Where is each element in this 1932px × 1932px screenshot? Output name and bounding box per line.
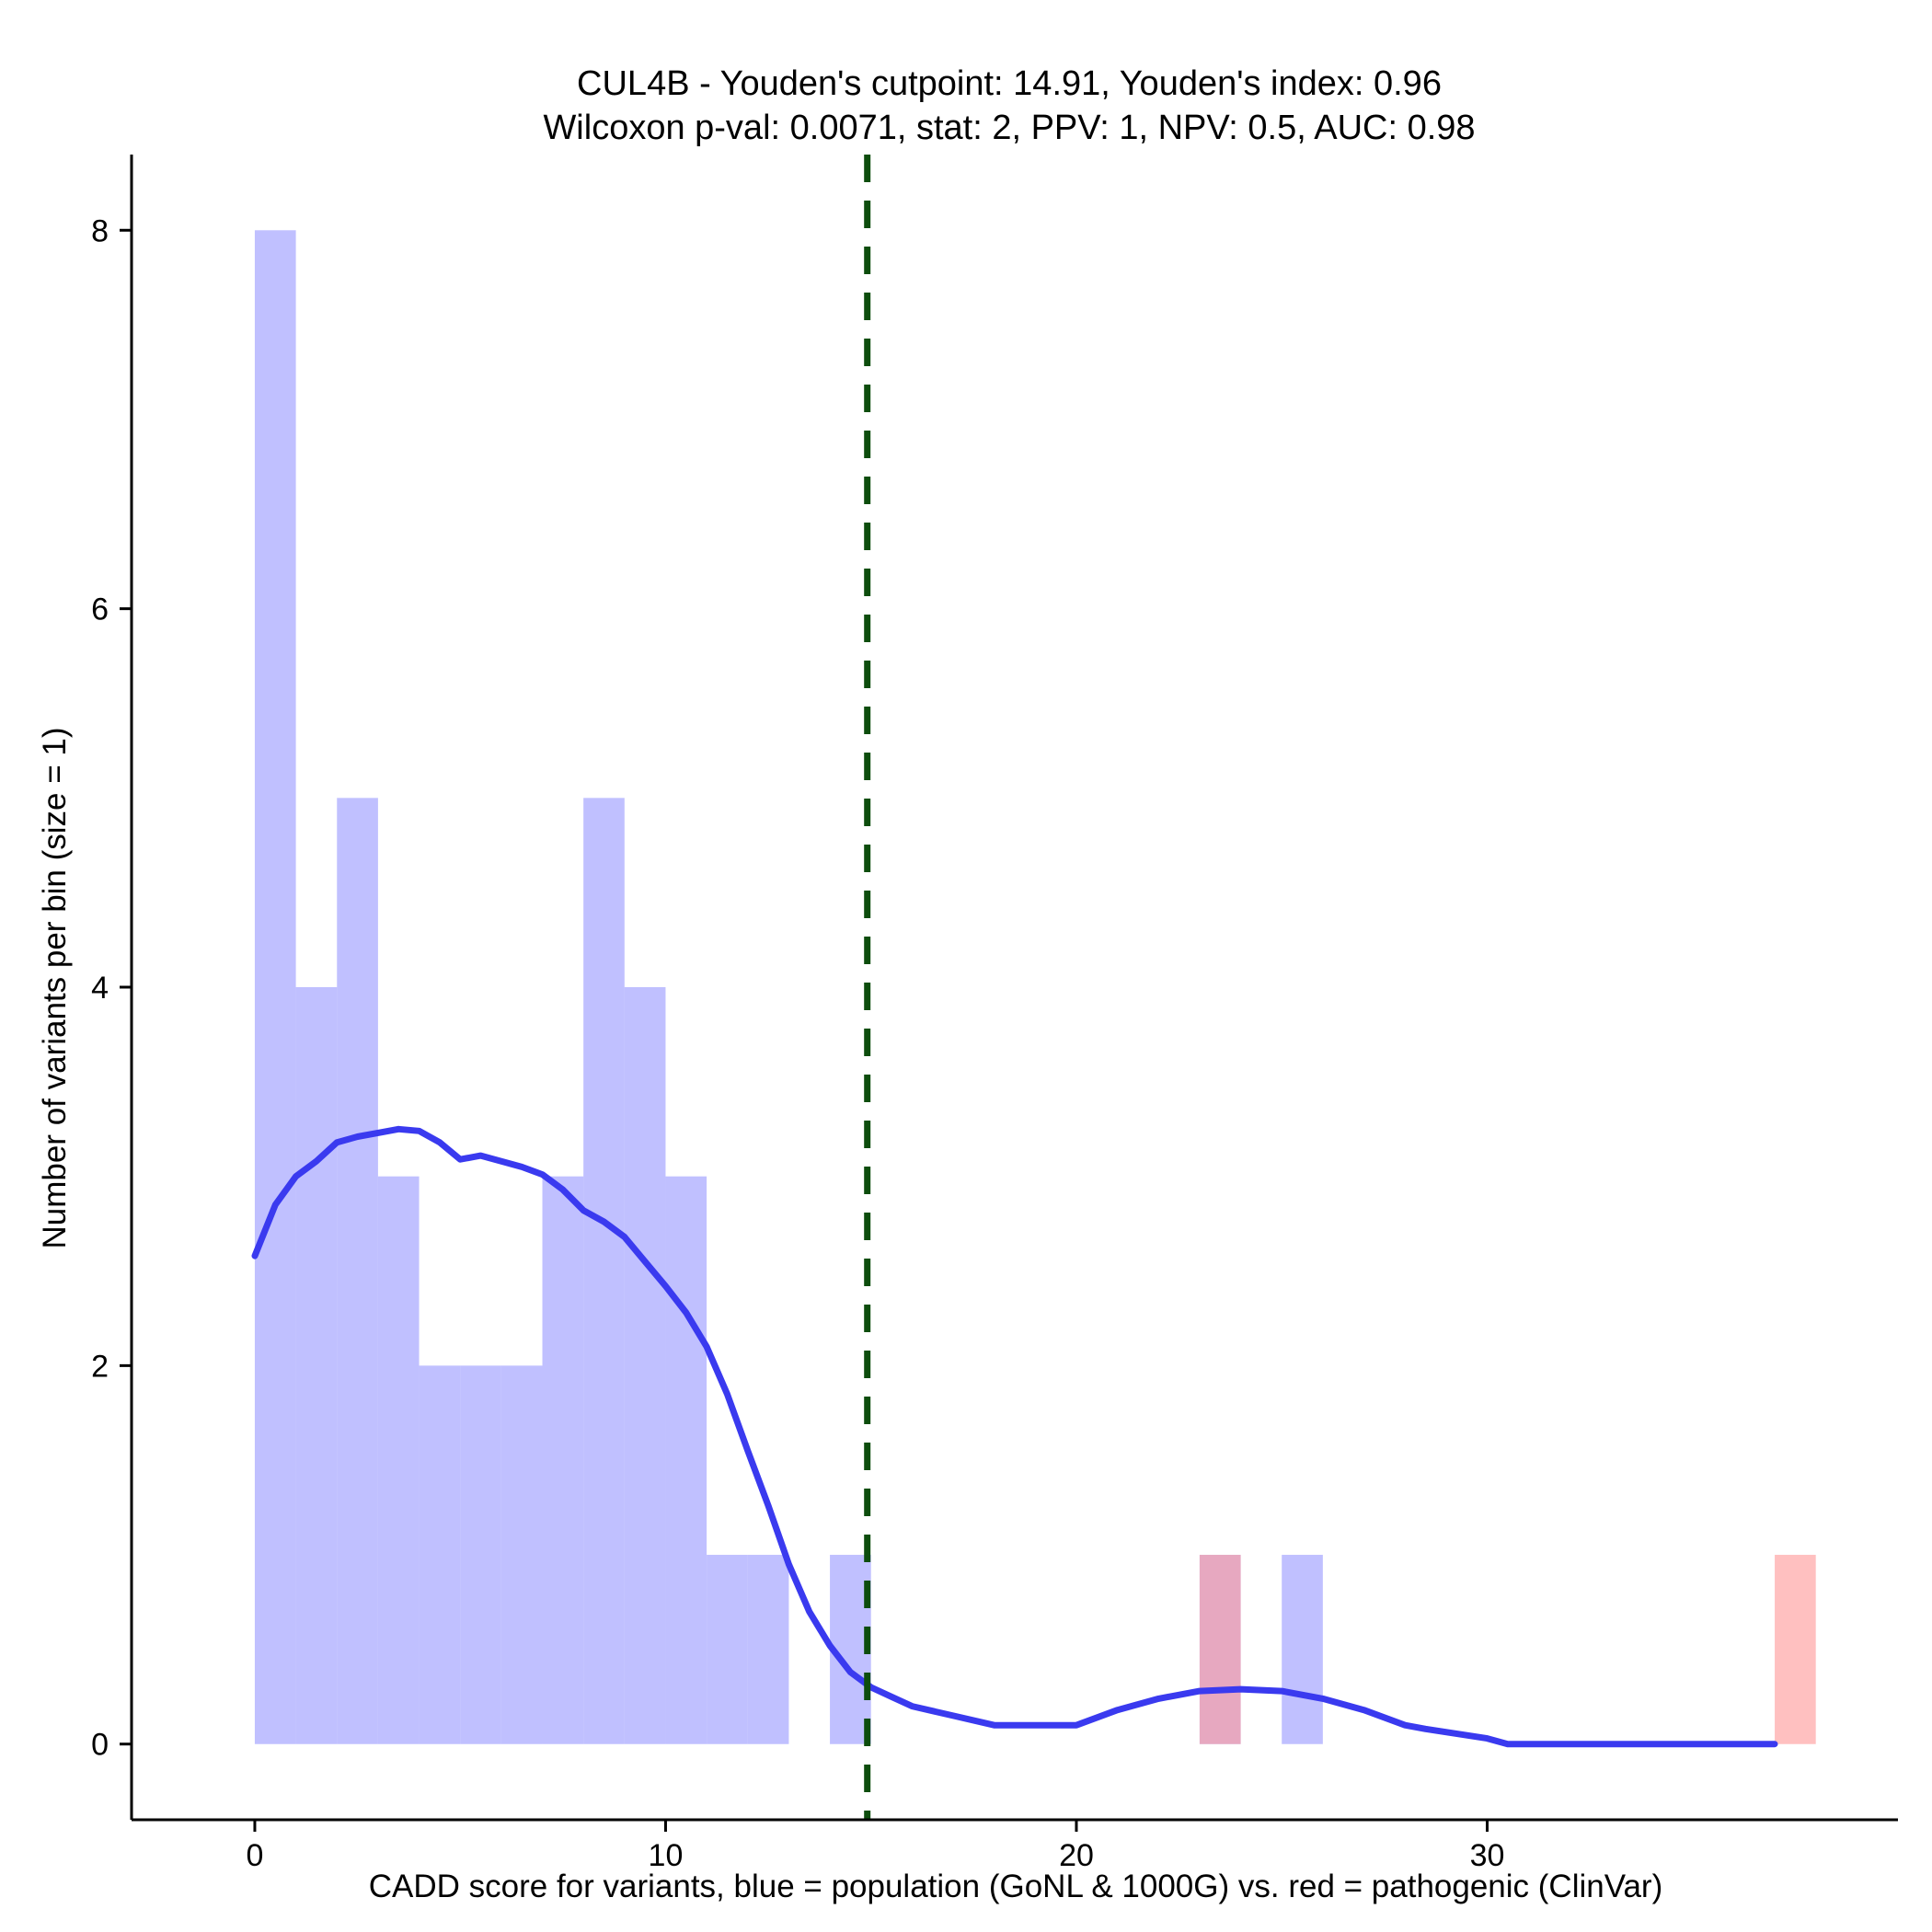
population-bar-7 [542,1176,584,1744]
x-axis-label: CADD score for variants, blue = populati… [369,1869,1663,1904]
chart-title-line2: Wilcoxon p-val: 0.0071, stat: 2, PPV: 1,… [543,109,1475,147]
x-tick-label: 10 [649,1838,684,1873]
chart-title-line1: CUL4B - Youden's cutpoint: 14.91, Youden… [577,64,1442,103]
population-bar-1 [295,987,338,1744]
y-tick-label: 0 [91,1728,109,1763]
population-bar-5 [460,1365,501,1744]
population-bar-8 [583,798,625,1744]
y-tick-label: 4 [91,971,109,1006]
population-bar-3 [377,1176,420,1744]
plot-area: 0 10 20 30 0 2 4 6 8 [91,155,1898,1873]
population-bar-15 [1282,1555,1323,1744]
y-tick-label: 2 [91,1349,109,1384]
x-tick-label: 0 [246,1838,263,1873]
pathogenic-bar-1 [1775,1555,1816,1744]
x-tick-label: 30 [1470,1838,1505,1873]
density-curve [251,1125,1778,1748]
population-bar-4 [419,1365,461,1744]
population-bar-12 [747,1555,789,1744]
y-axis-label: Number of variants per bin (size = 1) [37,727,73,1248]
population-bar-2 [337,798,378,1744]
y-tick-label: 6 [91,592,109,627]
population-bar-6 [500,1365,543,1744]
population-bar-0 [254,230,296,1744]
population-bar-11 [707,1555,748,1744]
population-bar-10 [665,1176,707,1744]
y-tick-label: 8 [91,213,109,248]
x-tick-label: 20 [1059,1838,1094,1873]
pathogenic-bar-0 [1199,1555,1241,1744]
population-bar-9 [624,987,666,1744]
